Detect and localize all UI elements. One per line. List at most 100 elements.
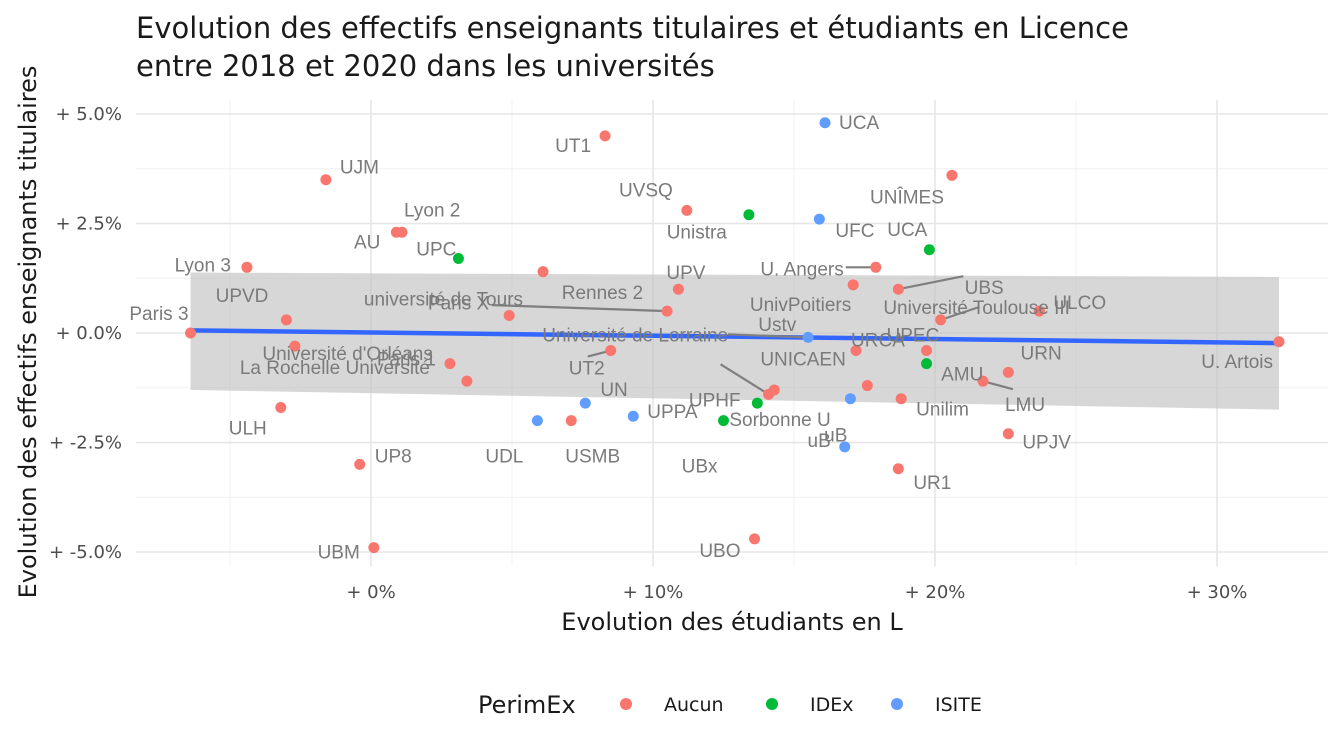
point-label: UT2 — [569, 359, 605, 380]
y-axis-title: Evolution des effectifs enseignants titu… — [14, 66, 42, 599]
data-point — [977, 375, 989, 387]
data-point — [861, 380, 873, 392]
y-tick-label: + -5.0% — [49, 542, 122, 563]
point-label: UFC — [835, 221, 874, 242]
label-leader-line — [720, 363, 770, 396]
point-label: ULH — [229, 418, 267, 439]
point-label: Unilim — [916, 400, 969, 421]
point-labels: UT1 UCA UJM UNÎMES UVSQ Unistra UFC Lyon 2 AU UPC… — [129, 113, 1273, 564]
y-tick-label: + -2.5% — [49, 433, 122, 454]
point-label: Paris X — [428, 293, 490, 314]
point-label: UCA — [839, 113, 879, 134]
point-label: UT1 — [555, 136, 591, 157]
legend-item-aucun: Aucun — [620, 694, 724, 716]
x-tick-label: + 30% — [1187, 582, 1248, 603]
data-point — [627, 410, 639, 422]
point-label: ULCO — [1053, 293, 1106, 314]
point-label: UR1 — [913, 473, 951, 494]
point-label: UDL — [485, 447, 523, 468]
point-label: UBS — [965, 278, 1004, 299]
point-label: université de Tours — [364, 290, 523, 311]
trend-line — [190, 328, 1280, 346]
data-point — [895, 393, 907, 405]
data-point — [579, 397, 591, 409]
point-label: UPPA — [647, 402, 698, 423]
data-point — [241, 261, 253, 273]
point-label: Unistra — [667, 223, 728, 244]
y-tick-label: + 0.0% — [55, 323, 122, 344]
data-point — [390, 226, 402, 238]
x-tick-label: + 0% — [346, 582, 395, 603]
point-label: UN — [600, 380, 627, 401]
point-label: UCA — [887, 220, 927, 241]
label-leader-line — [940, 305, 980, 321]
data-point — [320, 174, 332, 186]
data-point — [847, 279, 859, 291]
point-label: UPV — [666, 263, 705, 284]
point-label: Lyon 2 — [404, 200, 460, 221]
data-point — [763, 388, 775, 400]
data-point — [923, 244, 935, 256]
y-tick-label: + 5.0% — [55, 104, 122, 125]
legend-title: PerimEx — [478, 691, 576, 719]
y-tick-label: + 2.5% — [55, 214, 122, 235]
chart-title-line-2: entre 2018 et 2020 dans les universités — [136, 49, 715, 83]
data-point — [1033, 305, 1045, 317]
data-point — [870, 261, 882, 273]
point-label: Université de Lorraine — [542, 325, 728, 346]
x-axis-ticks: + 0% + 10% + 20% + 30% — [346, 582, 1247, 603]
data-point — [751, 397, 763, 409]
point-label: uB — [824, 426, 847, 447]
legend-key — [766, 698, 778, 710]
x-tick-label: + 20% — [905, 582, 966, 603]
legend-key — [620, 698, 632, 710]
data-point — [537, 266, 549, 278]
data-point — [813, 213, 825, 225]
point-label: UPVD — [216, 286, 269, 307]
data-point — [354, 458, 366, 470]
data-point — [921, 345, 933, 357]
point-label: Université d'Orléans — [262, 344, 432, 365]
data-point — [661, 305, 673, 317]
data-point — [289, 340, 301, 352]
point-label: UJM — [340, 158, 379, 179]
point-label: Paris 1 — [377, 350, 436, 371]
data-point — [599, 130, 611, 142]
point-label: UVSQ — [619, 180, 673, 201]
data-point — [461, 375, 473, 387]
point-label: URCA — [851, 331, 905, 352]
data-point — [1002, 366, 1014, 378]
data-point — [892, 283, 904, 295]
data-point — [444, 358, 456, 370]
data-point — [275, 401, 287, 413]
data-point — [185, 327, 197, 339]
point-label: UNICAEN — [760, 350, 846, 371]
point-label: UPEC — [887, 326, 940, 347]
data-point — [503, 309, 515, 321]
point-label: Ustv — [758, 315, 797, 336]
data-points — [185, 117, 1285, 554]
data-point — [605, 345, 617, 357]
point-label: URN — [1021, 344, 1062, 365]
data-point — [531, 415, 543, 427]
point-label: AU — [354, 232, 380, 253]
point-label: La Rochelle Université — [240, 358, 430, 379]
data-point — [1002, 428, 1014, 440]
legend-label: Aucun — [664, 694, 724, 716]
data-point — [892, 463, 904, 475]
y-axis-ticks: + 5.0% + 2.5% + 0.0% + -2.5% + -5.0% — [49, 104, 122, 563]
data-point — [921, 358, 933, 370]
point-label: UPC — [416, 240, 456, 261]
data-point — [452, 253, 464, 265]
trend-line-layer — [190, 328, 1280, 346]
label-leader-line — [898, 275, 964, 291]
data-point — [565, 415, 577, 427]
data-point — [718, 415, 729, 427]
point-label: U. Angers — [760, 259, 843, 280]
point-label: Rennes 2 — [562, 283, 643, 304]
data-point — [1273, 336, 1285, 348]
point-label: UBx — [682, 457, 718, 478]
data-point — [743, 209, 755, 221]
point-label: Université Toulouse III — [883, 298, 1070, 319]
legend: PerimEx Aucun IDEx ISITE — [478, 691, 982, 719]
